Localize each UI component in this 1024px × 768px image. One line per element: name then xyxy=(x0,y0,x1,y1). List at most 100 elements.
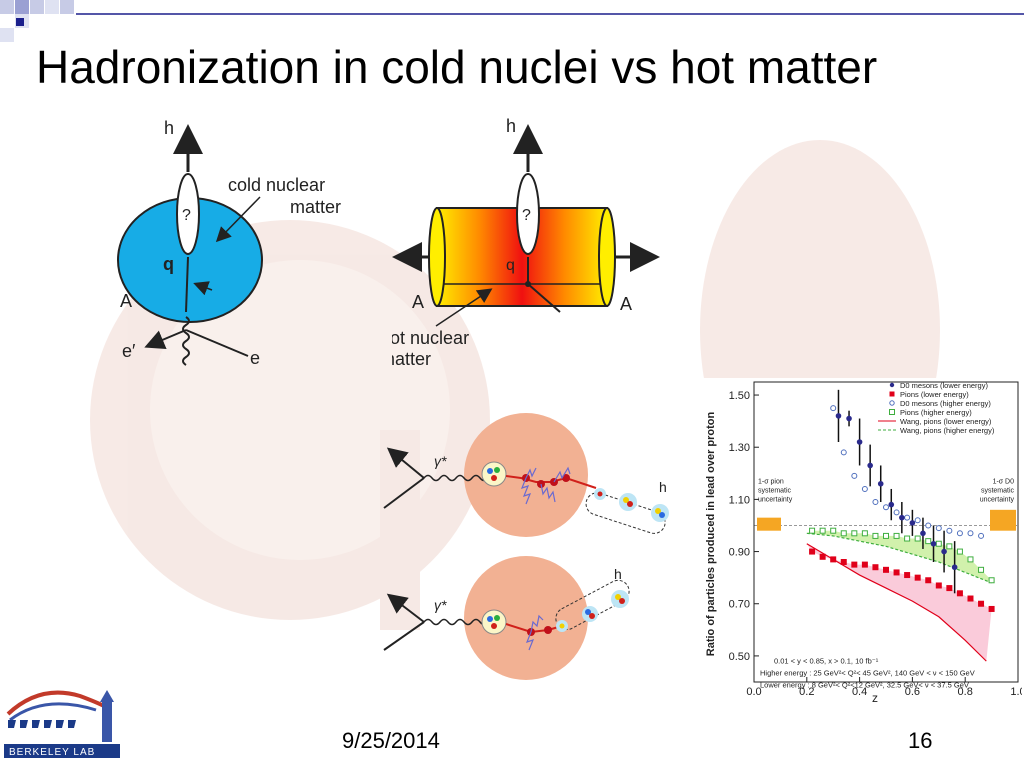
plot-frame xyxy=(753,381,1019,683)
beam-top-out xyxy=(386,447,425,479)
pion-lower-point xyxy=(978,600,985,607)
nucleus-bottom xyxy=(464,556,588,680)
d0-higher-point xyxy=(946,527,953,534)
beam-bottom-in xyxy=(383,621,425,651)
pion-lower-point xyxy=(861,561,868,568)
corner-square-7 xyxy=(60,0,74,14)
e-prime-label: e′ xyxy=(122,341,136,361)
pion-higher-point xyxy=(840,530,847,537)
d0-higher-point xyxy=(861,485,868,492)
legend-entry: Wang, pions (higher energy) xyxy=(900,426,995,435)
y-tick-label: 1.10 xyxy=(729,494,750,506)
left-band-label: uncertainty xyxy=(758,497,793,504)
pion-lower-point xyxy=(956,590,963,597)
corner-square-4 xyxy=(0,28,14,42)
pion-higher-point xyxy=(967,556,974,563)
pion-higher-point xyxy=(893,532,900,539)
target-nucleon-bottom xyxy=(481,609,507,635)
wang-higher-energy-curve xyxy=(806,532,992,584)
gluon-dot xyxy=(544,626,552,634)
electron-in-line xyxy=(185,329,249,357)
logo-hill xyxy=(6,690,105,716)
gluon-coil-2 xyxy=(540,483,556,503)
target-nucleon-top xyxy=(481,461,507,487)
wang-lower-energy-curve xyxy=(806,543,987,662)
h-top-label: h xyxy=(659,479,667,495)
photon-wavy-line xyxy=(182,316,190,366)
cold-q-label: q xyxy=(163,254,174,274)
hadronization-region xyxy=(176,173,200,255)
legend-entry: Wang, pions (lower energy) xyxy=(900,417,992,426)
recoil-line xyxy=(527,283,561,313)
pion-lower-point xyxy=(914,574,921,581)
logo-flags xyxy=(8,720,76,728)
pion-lower-point xyxy=(935,582,942,589)
right-band-label: systematic xyxy=(981,488,1015,495)
d0-systematic-band xyxy=(990,509,1016,531)
d0-lower-point xyxy=(909,520,916,526)
pion-lower-point xyxy=(946,585,953,592)
pion-higher-point xyxy=(851,530,858,537)
quark-dot xyxy=(659,512,665,518)
d0-higher-point xyxy=(851,472,858,479)
hot-a-right: A xyxy=(620,294,632,314)
y-tick-label: 1.30 xyxy=(729,442,750,454)
d0-higher-point xyxy=(904,514,911,521)
y-tick-label: 0.90 xyxy=(729,547,750,559)
quark-dot xyxy=(494,467,500,473)
legend-entry: D0 mesons (higher energy) xyxy=(900,399,991,408)
logo-band xyxy=(4,744,120,758)
legend-marker xyxy=(889,391,895,397)
d0-lower-point xyxy=(846,415,852,422)
quark-dot xyxy=(623,497,629,503)
pion-higher-point xyxy=(872,532,879,539)
string-bottom xyxy=(505,623,563,634)
quark-dot xyxy=(491,623,497,629)
pion-higher-point xyxy=(830,527,837,534)
pion-higher-point xyxy=(819,527,826,534)
quark-dot xyxy=(491,475,497,481)
footer-date: 9/25/2014 xyxy=(342,728,440,753)
e-label: e xyxy=(250,348,260,368)
d0-lower-point xyxy=(941,548,947,555)
pion-systematic-band xyxy=(757,517,781,531)
legend-entry: Pions (higher energy) xyxy=(900,408,972,417)
pion-lower-point xyxy=(988,605,995,612)
beam-bottom-out xyxy=(386,593,425,623)
d0-higher-point xyxy=(872,499,879,505)
logo-tower xyxy=(102,702,112,742)
gluon-coil-4 xyxy=(525,467,537,479)
chart-background xyxy=(692,378,1022,710)
left-band-label: 1-σ pion xyxy=(758,479,784,486)
pion-lower-point xyxy=(851,561,858,568)
d0-higher-point xyxy=(830,405,837,412)
d0-higher-point xyxy=(967,530,974,537)
hot-cylinder-right-cap xyxy=(598,207,616,307)
quark-dot xyxy=(597,491,603,497)
legend-entry: Pions (lower energy) xyxy=(900,390,969,399)
d0-lower-point xyxy=(877,480,884,487)
x-tick-label: 0.0 xyxy=(746,686,761,698)
cold-matter-label-2: matter xyxy=(290,197,341,217)
beam-top-in xyxy=(383,477,425,509)
pion-higher-point xyxy=(904,535,911,542)
cold-a-label: A xyxy=(120,291,132,311)
hot-question-mark: ? xyxy=(522,207,531,224)
pion-lower-point xyxy=(893,569,900,576)
pion-higher-point xyxy=(978,566,985,573)
cold-label-pointer xyxy=(215,196,261,243)
pion-lower-point xyxy=(925,577,932,584)
gluon-coil-6 xyxy=(530,614,544,633)
quark-dot xyxy=(494,615,500,621)
pion-lower-point xyxy=(883,566,889,573)
cold-h-label: h xyxy=(164,118,174,138)
hot-matter-diagram: ? h q A A hot nuclear matter xyxy=(392,116,660,369)
electron-out-line xyxy=(144,329,187,350)
d0-lower-point xyxy=(888,501,895,508)
y-tick-label: 0.50 xyxy=(729,651,750,663)
y-tick-label: 0.70 xyxy=(729,599,750,611)
hot-hadronization-region xyxy=(516,173,540,255)
pion-lower-point xyxy=(904,572,911,579)
hadronization-cartoon: γ* h γ* h xyxy=(383,413,669,680)
logo-tower-top xyxy=(100,690,114,702)
